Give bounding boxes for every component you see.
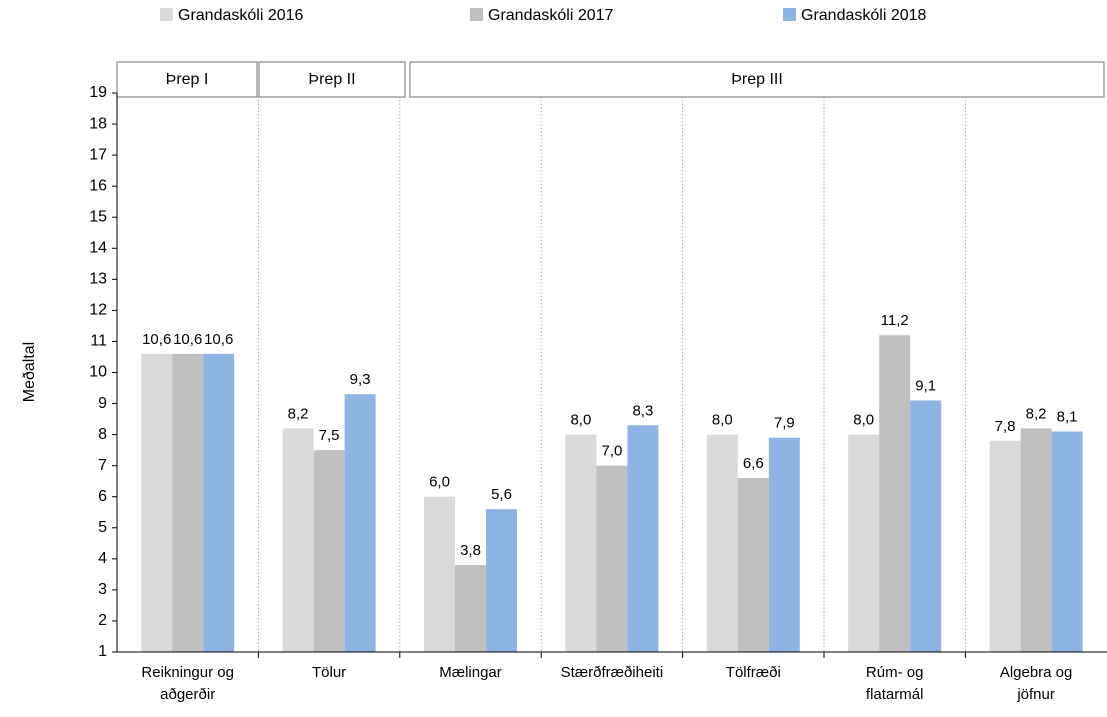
group-box <box>258 61 406 98</box>
data-label: 8,1 <box>1057 408 1078 425</box>
data-label: 8,3 <box>632 402 653 419</box>
group-label: Þrep I <box>166 71 209 88</box>
data-label: 9,1 <box>915 377 936 394</box>
bar <box>768 437 800 652</box>
y-tick-label: 3 <box>98 581 107 598</box>
y-tick-label: 10 <box>89 364 107 381</box>
legend-swatch <box>783 8 796 21</box>
y-tick-label: 2 <box>98 612 107 629</box>
y-tick-label: 1 <box>98 643 107 660</box>
bar <box>282 428 314 652</box>
y-tick-label: 6 <box>98 488 107 505</box>
data-label: 3,8 <box>460 542 481 559</box>
bar <box>1020 428 1052 652</box>
data-label: 7,9 <box>774 415 795 432</box>
bar <box>141 353 173 652</box>
bar <box>737 478 769 652</box>
group-label: Þrep III <box>731 71 783 88</box>
y-tick-label: 18 <box>89 115 107 132</box>
bar <box>879 335 911 652</box>
x-tick-label: Stærðfræðiheiti <box>560 664 664 681</box>
bar <box>455 565 486 652</box>
data-label: 8,0 <box>570 412 591 429</box>
data-label: 7,8 <box>995 418 1016 435</box>
y-tick-label: 11 <box>90 333 107 350</box>
data-label: 5,6 <box>491 486 512 503</box>
y-axis-label: Meðaltal <box>21 342 38 402</box>
bar <box>565 434 597 652</box>
bar <box>172 353 204 652</box>
y-tick-label: 13 <box>89 271 107 288</box>
legend-swatch <box>470 8 483 21</box>
data-label: 10,6 <box>142 331 171 348</box>
data-label: 6,6 <box>743 455 764 472</box>
x-tick-label: Algebra og jöfnur <box>999 664 1073 703</box>
x-tick-label: Reikningur og aðgerðir <box>141 664 234 703</box>
bar <box>706 434 738 652</box>
x-tick-label: Rúm- og flatarmál <box>865 664 924 703</box>
legend-label: Grandaskóli 2018 <box>801 7 927 24</box>
data-label: 7,5 <box>319 427 340 444</box>
data-label: 6,0 <box>429 474 450 491</box>
bar <box>424 496 455 652</box>
y-tick-label: 19 <box>89 84 107 101</box>
x-tick-label: Mælingar <box>439 664 502 681</box>
bar <box>989 440 1021 652</box>
group-box <box>409 61 1105 98</box>
y-tick-label: 16 <box>89 177 107 194</box>
y-tick-label: 17 <box>89 146 107 163</box>
y-tick-label: 14 <box>89 239 107 256</box>
bar <box>627 425 659 652</box>
bar <box>1051 431 1083 652</box>
data-label: 10,6 <box>204 331 233 348</box>
bar <box>203 353 235 652</box>
data-label: 8,0 <box>712 412 733 429</box>
bar <box>910 400 942 652</box>
y-tick-label: 4 <box>98 550 107 567</box>
data-label: 8,0 <box>853 412 874 429</box>
legend-swatch <box>160 8 173 21</box>
y-tick-label: 12 <box>89 302 107 319</box>
data-label: 7,0 <box>601 443 622 460</box>
data-label: 8,2 <box>1026 405 1047 422</box>
y-tick-label: 7 <box>98 457 107 474</box>
legend-label: Grandaskóli 2017 <box>488 7 614 24</box>
data-label: 11,2 <box>881 312 909 329</box>
bar <box>596 465 628 652</box>
y-tick-label: 8 <box>98 426 107 443</box>
y-tick-label: 15 <box>89 208 107 225</box>
data-label: 9,3 <box>350 371 371 388</box>
bar <box>848 434 880 652</box>
bar <box>486 509 517 652</box>
legend-label: Grandaskóli 2016 <box>178 7 304 24</box>
y-tick-label: 5 <box>98 519 107 536</box>
data-label: 10,6 <box>173 331 202 348</box>
group-box <box>116 61 258 98</box>
y-tick-label: 9 <box>98 395 107 412</box>
bar <box>344 394 376 652</box>
x-tick-label: Tölfræði <box>725 664 781 681</box>
group-label: Þrep II <box>308 71 355 88</box>
data-label: 8,2 <box>288 405 309 422</box>
bar <box>313 450 345 652</box>
x-tick-label: Tölur <box>312 664 347 681</box>
